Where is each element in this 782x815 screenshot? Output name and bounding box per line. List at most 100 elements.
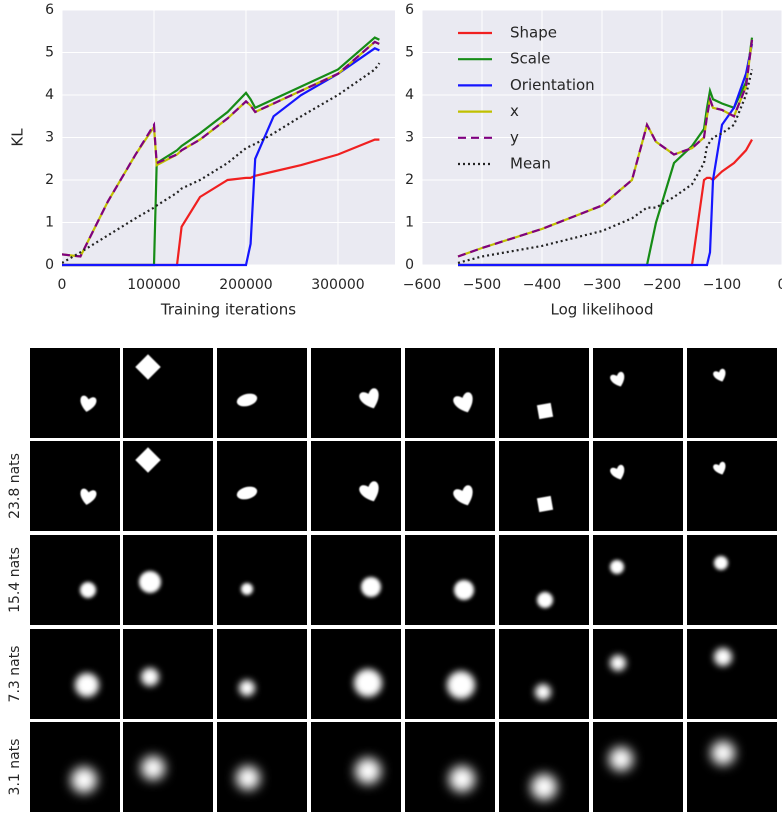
y-tick-label: 3 <box>45 130 54 146</box>
shape-ellipse <box>236 393 258 407</box>
shape-heart <box>713 368 726 382</box>
shape-blob <box>236 766 260 790</box>
image-cell <box>30 348 120 438</box>
x-tick-label: 100000 <box>127 277 180 293</box>
image-cell <box>405 535 495 625</box>
y-tick-label: 4 <box>405 87 414 103</box>
shape-blob <box>454 580 474 600</box>
shape-heart <box>453 392 473 413</box>
image-cell <box>123 535 213 625</box>
shape-blob <box>239 680 255 696</box>
shape-blob <box>447 671 475 699</box>
x-tick-label: −400 <box>523 277 561 293</box>
y-tick-label: 6 <box>45 2 54 18</box>
legend-label: Mean <box>510 155 551 173</box>
row-label: 3.1 nats <box>7 739 23 796</box>
legend-label: Orientation <box>510 76 595 94</box>
shape-blob <box>80 582 96 598</box>
y-tick-label: 5 <box>405 45 414 61</box>
image-cell <box>217 348 307 438</box>
shape-blob <box>610 655 626 671</box>
image-cell <box>593 348 683 438</box>
shape-blob <box>355 758 381 784</box>
x-tick-label: −200 <box>643 277 681 293</box>
row-label: 23.8 nats <box>7 453 23 519</box>
shape-heart <box>610 464 625 480</box>
image-cell <box>311 348 401 438</box>
image-cell <box>687 722 777 812</box>
image-cell <box>687 348 777 438</box>
image-cell <box>499 348 589 438</box>
shape-heart <box>80 488 97 505</box>
shape-blob <box>610 560 624 574</box>
shape-blob <box>354 669 382 697</box>
image-cell <box>311 535 401 625</box>
image-cell <box>30 629 120 719</box>
y-tick-label: 0 <box>405 257 414 273</box>
image-cell <box>123 441 213 531</box>
series-line <box>62 47 380 267</box>
image-cell <box>311 629 401 719</box>
shape-blob <box>535 684 551 700</box>
row-label: 15.4 nats <box>7 547 23 613</box>
y-tick-label: 1 <box>405 215 414 231</box>
y-tick-label: 2 <box>45 172 54 188</box>
legend-label: Scale <box>510 50 550 68</box>
legend-label: x <box>510 102 519 120</box>
image-cell <box>499 441 589 531</box>
shape-blob <box>714 556 728 570</box>
shape-blob <box>141 756 165 780</box>
shape-heart <box>453 485 473 506</box>
x-axis-label: Training iterations <box>160 301 296 319</box>
shape-heart <box>359 388 379 409</box>
series-line <box>62 40 380 258</box>
y-axis-label: KL <box>9 128 27 147</box>
legend-label: Shape <box>510 24 557 42</box>
shape-square <box>536 495 554 513</box>
y-tick-label: 2 <box>405 172 414 188</box>
series-line <box>62 62 381 264</box>
shape-blob <box>141 668 159 686</box>
image-cell <box>123 348 213 438</box>
x-tick-label: 0 <box>58 277 67 293</box>
row-label: 7.3 nats <box>7 646 23 703</box>
image-cell <box>405 441 495 531</box>
y-tick-label: 1 <box>45 215 54 231</box>
shape-blob <box>449 766 475 792</box>
y-tick-label: 4 <box>45 87 54 103</box>
y-tick-label: 3 <box>405 130 414 146</box>
shape-blob <box>609 747 633 771</box>
image-cell <box>405 348 495 438</box>
image-cell <box>217 441 307 531</box>
image-cell <box>687 441 777 531</box>
y-tick-label: 0 <box>45 257 54 273</box>
shape-blob <box>75 673 99 697</box>
shape-blob <box>361 577 381 597</box>
image-cell <box>123 722 213 812</box>
series-line <box>458 43 754 267</box>
x-tick-label: 200000 <box>219 277 272 293</box>
shape-blob <box>711 741 735 765</box>
image-cell <box>30 441 120 531</box>
x-tick-label: −500 <box>463 277 501 293</box>
x-tick-label: −300 <box>583 277 621 293</box>
image-cell <box>30 535 120 625</box>
y-tick-label: 6 <box>405 2 414 18</box>
image-cell <box>593 535 683 625</box>
image-cell <box>593 629 683 719</box>
image-cell <box>593 441 683 531</box>
image-cell <box>687 629 777 719</box>
x-axis-label: Log likelihood <box>551 301 654 319</box>
x-tick-label: −600 <box>403 277 441 293</box>
shape-square <box>135 354 161 380</box>
image-cell <box>405 629 495 719</box>
y-tick-label: 5 <box>45 45 54 61</box>
shape-ellipse <box>236 486 258 500</box>
image-cell <box>405 722 495 812</box>
legend-label: y <box>510 128 519 146</box>
series-line <box>457 39 754 258</box>
x-tick-label: 0 <box>778 277 782 293</box>
shape-blob <box>714 648 732 666</box>
